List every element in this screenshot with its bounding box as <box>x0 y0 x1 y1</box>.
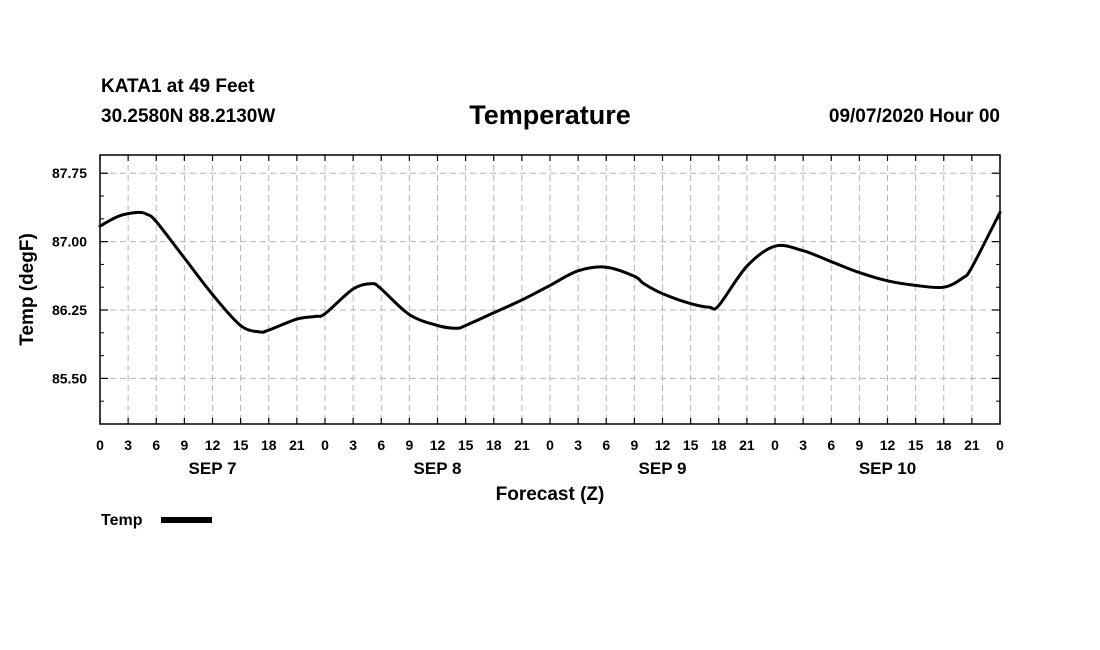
x-tick-label: 18 <box>261 437 277 453</box>
x-tick-label: 18 <box>486 437 502 453</box>
x-tick-label: 9 <box>855 437 863 453</box>
day-label: SEP 7 <box>189 459 237 478</box>
legend-label: Temp <box>101 512 143 529</box>
legend: Temp <box>101 512 212 529</box>
y-tick-label: 87.75 <box>52 165 87 181</box>
series-layer <box>98 210 1002 334</box>
x-tick-label: 0 <box>546 437 554 453</box>
station-label: KATA1 at 49 Feet <box>101 76 255 97</box>
x-tick-label: 12 <box>655 437 671 453</box>
x-tick-label: 15 <box>233 437 249 453</box>
axis-labels: 85.50 86.25 87.00 87.75 0 3 6 9 12 15 18 21 0 3 6 9 12 15… <box>17 165 1004 505</box>
x-tick-label: 15 <box>908 437 924 453</box>
x-tick-label: 6 <box>152 437 160 453</box>
x-tick-label: 0 <box>996 437 1004 453</box>
y-axis-title: Temp (degF) <box>17 233 38 346</box>
x-tick-label: 3 <box>124 437 132 453</box>
x-tick-label: 6 <box>602 437 610 453</box>
x-tick-label: 12 <box>430 437 446 453</box>
station-coordinates: 30.2580N 88.2130W <box>101 106 276 127</box>
x-tick-label: 18 <box>936 437 952 453</box>
day-label: SEP 8 <box>414 459 462 478</box>
x-tick-label: 3 <box>799 437 807 453</box>
x-tick-label: 18 <box>711 437 727 453</box>
x-tick-label: 6 <box>377 437 385 453</box>
x-tick-label: 9 <box>180 437 188 453</box>
y-tick-label: 87.00 <box>52 234 87 250</box>
x-tick-label: 21 <box>289 437 305 453</box>
x-tick-label: 12 <box>880 437 896 453</box>
axis-ticks <box>99 155 1001 424</box>
chart-title: Temperature <box>469 100 631 130</box>
y-tick-label: 86.25 <box>52 302 87 318</box>
x-tick-label: 21 <box>514 437 530 453</box>
x-tick-label: 15 <box>683 437 699 453</box>
x-tick-label: 9 <box>405 437 413 453</box>
y-tick-label: 85.50 <box>52 370 87 386</box>
x-tick-label: 21 <box>964 437 980 453</box>
x-tick-label: 3 <box>574 437 582 453</box>
x-tick-label: 3 <box>349 437 357 453</box>
x-tick-label: 21 <box>739 437 755 453</box>
x-tick-label: 15 <box>458 437 474 453</box>
day-label: SEP 9 <box>639 459 687 478</box>
x-axis-title: Forecast (Z) <box>496 484 605 505</box>
x-tick-label: 12 <box>205 437 221 453</box>
series-line-temp <box>98 210 1002 334</box>
forecast-run-time: 09/07/2020 Hour 00 <box>828 106 1000 127</box>
x-tick-label: 0 <box>96 437 104 453</box>
x-tick-label: 6 <box>827 437 835 453</box>
day-label: SEP 10 <box>859 459 916 478</box>
x-tick-label: 9 <box>630 437 638 453</box>
grid <box>100 155 1000 424</box>
x-tick-label: 0 <box>321 437 329 453</box>
x-tick-label: 0 <box>771 437 779 453</box>
